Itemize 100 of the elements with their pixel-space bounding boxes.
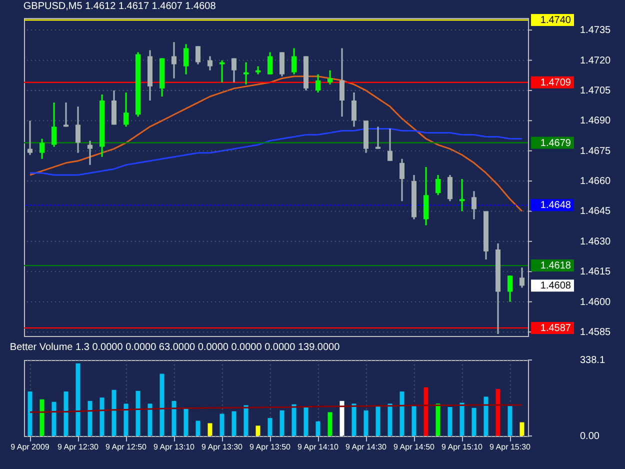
bar bbox=[376, 406, 380, 436]
bar bbox=[340, 400, 344, 436]
x-tick-label: 9 Apr 15:10 bbox=[442, 442, 484, 452]
chart-title: Better Volume 1.3 0.0000 0.0000 63.0000 0.0000 0.0000 0.0000 139.0000 bbox=[10, 342, 340, 353]
y-tick-label: 1.4615 bbox=[580, 266, 612, 278]
candlestick bbox=[268, 51, 272, 76]
candlestick bbox=[184, 43, 188, 76]
y-tick-label: 1.4585 bbox=[580, 326, 612, 338]
bar bbox=[508, 406, 512, 436]
candlestick bbox=[400, 158, 404, 202]
candlestick bbox=[352, 92, 356, 128]
x-tick-label: 9 Apr 14:10 bbox=[298, 442, 340, 452]
bar bbox=[448, 407, 452, 436]
x-tick-label: 9 Apr 12:50 bbox=[106, 442, 148, 452]
y-tick-label: 1.4705 bbox=[580, 85, 612, 96]
bar bbox=[496, 389, 500, 436]
y-tick-label: 1.4720 bbox=[580, 55, 612, 66]
ref-line-label: 1.4587 bbox=[540, 322, 572, 334]
candlestick bbox=[52, 102, 56, 148]
bar bbox=[40, 399, 44, 436]
y-tick-label: 1.4645 bbox=[580, 206, 612, 218]
bar bbox=[208, 423, 212, 436]
ref-line-label: 1.4679 bbox=[540, 138, 572, 149]
candlestick bbox=[328, 70, 332, 86]
bar bbox=[220, 414, 224, 436]
candlestick bbox=[40, 138, 44, 160]
bar bbox=[400, 391, 404, 436]
bar bbox=[280, 410, 284, 436]
chart-title: GBPUSD,M5 1.4612 1.4617 1.4607 1.4608 bbox=[23, 1, 216, 12]
candlestick bbox=[436, 174, 440, 196]
y-tick-label: 1.4600 bbox=[580, 296, 612, 308]
bar bbox=[184, 408, 188, 436]
candlestick bbox=[28, 120, 32, 156]
y-tick-label: 1.4630 bbox=[580, 236, 612, 248]
bar bbox=[196, 420, 200, 436]
bar bbox=[424, 387, 428, 436]
ref-line-label: 1.4618 bbox=[540, 260, 572, 272]
bar bbox=[112, 390, 116, 436]
y-tick-label: 1.4735 bbox=[580, 25, 612, 36]
bar bbox=[64, 391, 68, 436]
candlestick bbox=[244, 62, 248, 86]
bar bbox=[76, 363, 80, 436]
candlestick bbox=[340, 47, 344, 118]
candlestick bbox=[232, 58, 236, 84]
candlestick bbox=[172, 41, 176, 80]
bar bbox=[436, 404, 440, 436]
bar bbox=[28, 391, 32, 436]
x-tick-label: 9 Apr 2009 bbox=[10, 442, 50, 452]
bar bbox=[412, 406, 416, 436]
text: 1.4608 bbox=[540, 280, 572, 292]
candlestick bbox=[448, 174, 452, 202]
bar bbox=[232, 411, 236, 436]
line-series bbox=[29, 128, 523, 176]
bar bbox=[328, 412, 332, 436]
candlestick bbox=[292, 47, 296, 76]
x-tick-label: 9 Apr 15:30 bbox=[490, 442, 532, 452]
candlestick bbox=[88, 140, 92, 166]
y-tick-label: 0.00 bbox=[580, 431, 600, 442]
bar bbox=[100, 398, 104, 436]
line-series bbox=[29, 76, 523, 212]
candlestick bbox=[220, 60, 224, 84]
x-tick-label: 9 Apr 13:10 bbox=[154, 442, 196, 452]
candlestick bbox=[316, 74, 320, 94]
bar bbox=[256, 426, 260, 436]
candlestick bbox=[208, 55, 212, 72]
bar bbox=[148, 404, 152, 436]
candlestick bbox=[124, 92, 128, 128]
line-series bbox=[29, 404, 523, 413]
candlestick bbox=[508, 274, 512, 303]
y-tick-label: 1.4690 bbox=[580, 116, 612, 127]
candlestick bbox=[520, 266, 524, 288]
bar bbox=[364, 410, 368, 436]
candlestick bbox=[460, 178, 464, 212]
candlestick bbox=[376, 126, 380, 150]
x-tick-label: 9 Apr 14:50 bbox=[394, 442, 436, 452]
bar bbox=[460, 402, 464, 436]
bar bbox=[124, 404, 128, 436]
bar bbox=[520, 422, 524, 436]
candlestick bbox=[196, 45, 200, 66]
bar bbox=[484, 396, 488, 436]
candlestick bbox=[280, 51, 284, 78]
x-tick-label: 9 Apr 13:50 bbox=[250, 442, 292, 452]
ref-line-label: 1.4648 bbox=[540, 200, 572, 212]
candlestick bbox=[64, 102, 68, 128]
bar bbox=[136, 390, 140, 436]
x-tick-label: 9 Apr 13:30 bbox=[202, 442, 244, 452]
bar bbox=[160, 374, 164, 436]
bar bbox=[268, 418, 272, 436]
x-tick-label: 9 Apr 12:30 bbox=[58, 442, 100, 452]
bar bbox=[388, 404, 392, 436]
bar bbox=[292, 404, 296, 436]
candlestick bbox=[76, 106, 80, 154]
bar bbox=[172, 400, 176, 436]
ref-line-label: 1.4709 bbox=[540, 77, 572, 88]
bar bbox=[88, 400, 92, 436]
bar bbox=[316, 421, 320, 436]
candlestick bbox=[388, 128, 392, 162]
bar bbox=[244, 405, 248, 436]
y-tick-label: 1.4675 bbox=[580, 146, 612, 157]
y-tick-label: 338.1 bbox=[580, 355, 606, 366]
